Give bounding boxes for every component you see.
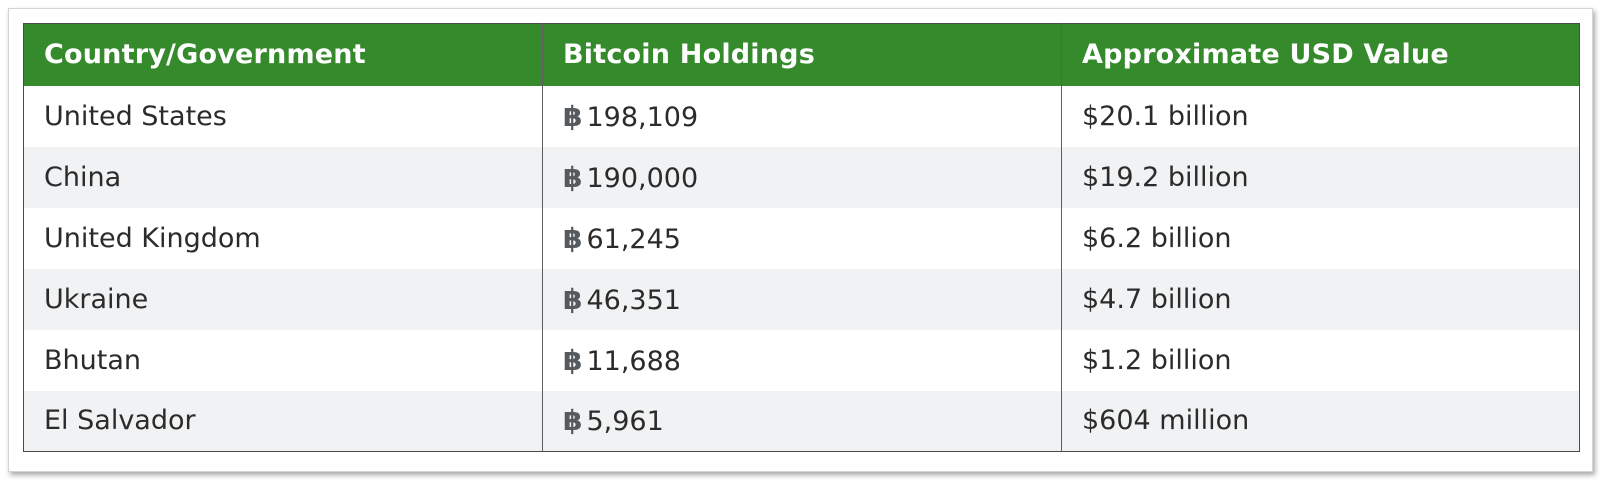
table-row: Ukraine ฿ 46,351 $4.7 billion	[23, 268, 1580, 330]
usd-value-cell: $20.1 billion	[1061, 85, 1580, 147]
bitcoin-holdings-table: Country/Government Bitcoin Holdings Appr…	[23, 23, 1580, 452]
table-row: China ฿ 190,000 $19.2 billion	[23, 146, 1580, 208]
bitcoin-icon: ฿	[563, 221, 583, 255]
header-usd-value: Approximate USD Value	[1061, 23, 1580, 86]
usd-value-cell: $19.2 billion	[1061, 146, 1580, 208]
header-country: Country/Government	[44, 39, 366, 71]
table-row: United Kingdom ฿ 61,245 $6.2 billion	[23, 207, 1580, 269]
holdings-value: 5,961	[586, 406, 664, 438]
country-cell: El Salvador	[44, 405, 196, 437]
table-body: United States ฿ 198,109 $20.1 billion Chi…	[23, 85, 1580, 452]
table-header: Country/Government Bitcoin Holdings Appr…	[23, 23, 1580, 86]
holdings-cell: ฿ 11,688	[542, 329, 1062, 391]
holdings-cell: ฿ 190,000	[542, 146, 1062, 208]
holdings-cell: ฿ 46,351	[542, 268, 1062, 330]
holdings-cell: ฿ 198,109	[542, 85, 1062, 147]
usd-value-cell: $6.2 billion	[1061, 207, 1580, 269]
bitcoin-icon: ฿	[563, 160, 583, 194]
country-cell: Ukraine	[44, 283, 149, 315]
table-row: Bhutan ฿ 11,688 $1.2 billion	[23, 329, 1580, 391]
holdings-cell: ฿ 5,961	[542, 390, 1062, 452]
holdings-value: 61,245	[586, 223, 681, 255]
header-bitcoin-holdings: Bitcoin Holdings	[542, 23, 1062, 86]
holdings-value: 11,688	[586, 345, 681, 377]
header-row: Country/Government Bitcoin Holdings Appr…	[23, 23, 1580, 86]
holdings-value: 190,000	[586, 162, 699, 194]
holdings-value: 46,351	[586, 284, 681, 316]
bitcoin-icon: ฿	[563, 404, 583, 438]
table-row: United States ฿ 198,109 $20.1 billion	[23, 85, 1580, 147]
holdings-cell: ฿ 61,245	[542, 207, 1062, 269]
usd-value-cell: $1.2 billion	[1061, 329, 1580, 391]
bitcoin-icon: ฿	[563, 282, 583, 316]
country-cell: United States	[44, 100, 227, 132]
table-card: Country/Government Bitcoin Holdings Appr…	[8, 8, 1593, 472]
country-cell: China	[44, 161, 122, 193]
bitcoin-icon: ฿	[563, 99, 583, 133]
table-row: El Salvador ฿ 5,961 $604 million	[23, 390, 1580, 452]
holdings-value: 198,109	[586, 101, 699, 133]
country-cell: United Kingdom	[44, 222, 261, 254]
usd-value-cell: $4.7 billion	[1061, 268, 1580, 330]
country-cell: Bhutan	[44, 344, 141, 376]
usd-value-cell: $604 million	[1061, 390, 1580, 452]
bitcoin-icon: ฿	[563, 343, 583, 377]
